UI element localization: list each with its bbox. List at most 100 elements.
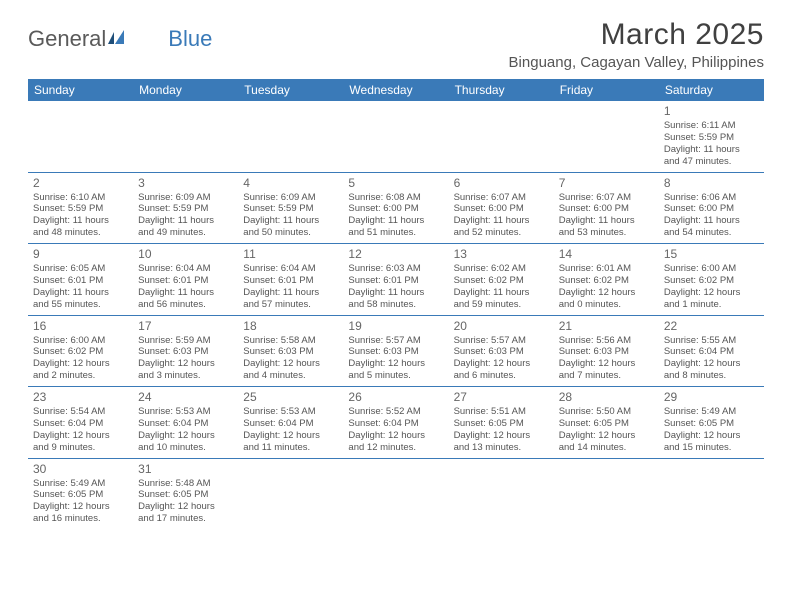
sunrise-text: Sunrise: 5:57 AM (454, 335, 549, 347)
sunrise-text: Sunrise: 6:10 AM (33, 192, 128, 204)
day-number: 20 (454, 319, 549, 334)
daylight-text: and 48 minutes. (33, 227, 128, 239)
sunrise-text: Sunrise: 6:08 AM (348, 192, 443, 204)
logo: General Blue (28, 18, 212, 52)
day-number: 21 (559, 319, 654, 334)
dayheader-sun: Sunday (28, 79, 133, 101)
daylight-text: and 14 minutes. (559, 442, 654, 454)
daylight-text: and 15 minutes. (664, 442, 759, 454)
daylight-text: and 57 minutes. (243, 299, 338, 311)
daylight-text: Daylight: 12 hours (454, 430, 549, 442)
sunset-text: Sunset: 6:01 PM (33, 275, 128, 287)
week-row: 16Sunrise: 6:00 AMSunset: 6:02 PMDayligh… (28, 316, 764, 388)
sunrise-text: Sunrise: 5:53 AM (243, 406, 338, 418)
daylight-text: and 49 minutes. (138, 227, 233, 239)
daylight-text: and 1 minute. (664, 299, 759, 311)
sunset-text: Sunset: 5:59 PM (138, 203, 233, 215)
day-cell: 31Sunrise: 5:48 AMSunset: 6:05 PMDayligh… (133, 459, 238, 530)
sunrise-text: Sunrise: 5:59 AM (138, 335, 233, 347)
sunset-text: Sunset: 6:02 PM (454, 275, 549, 287)
week-row: 1Sunrise: 6:11 AMSunset: 5:59 PMDaylight… (28, 101, 764, 173)
sunrise-text: Sunrise: 6:02 AM (454, 263, 549, 275)
day-cell: 12Sunrise: 6:03 AMSunset: 6:01 PMDayligh… (343, 244, 448, 315)
sunset-text: Sunset: 6:05 PM (454, 418, 549, 430)
day-number: 3 (138, 176, 233, 191)
day-cell: 11Sunrise: 6:04 AMSunset: 6:01 PMDayligh… (238, 244, 343, 315)
empty-cell (659, 459, 764, 530)
sunrise-text: Sunrise: 5:55 AM (664, 335, 759, 347)
daylight-text: Daylight: 12 hours (33, 430, 128, 442)
week-row: 9Sunrise: 6:05 AMSunset: 6:01 PMDaylight… (28, 244, 764, 316)
dayheader-wed: Wednesday (343, 79, 448, 101)
day-number: 12 (348, 247, 443, 262)
daylight-text: Daylight: 11 hours (454, 215, 549, 227)
day-number: 5 (348, 176, 443, 191)
daylight-text: and 16 minutes. (33, 513, 128, 525)
daylight-text: Daylight: 11 hours (138, 287, 233, 299)
day-number: 10 (138, 247, 233, 262)
empty-cell (28, 101, 133, 172)
sunset-text: Sunset: 6:03 PM (243, 346, 338, 358)
empty-cell (343, 459, 448, 530)
day-cell: 7Sunrise: 6:07 AMSunset: 6:00 PMDaylight… (554, 173, 659, 244)
sunset-text: Sunset: 5:59 PM (664, 132, 759, 144)
daylight-text: Daylight: 11 hours (559, 215, 654, 227)
week-row: 2Sunrise: 6:10 AMSunset: 5:59 PMDaylight… (28, 173, 764, 245)
sunset-text: Sunset: 6:04 PM (33, 418, 128, 430)
day-cell: 5Sunrise: 6:08 AMSunset: 6:00 PMDaylight… (343, 173, 448, 244)
day-cell: 17Sunrise: 5:59 AMSunset: 6:03 PMDayligh… (133, 316, 238, 387)
daylight-text: and 10 minutes. (138, 442, 233, 454)
day-number: 2 (33, 176, 128, 191)
sunrise-text: Sunrise: 6:09 AM (243, 192, 338, 204)
sunrise-text: Sunrise: 6:00 AM (33, 335, 128, 347)
day-cell: 2Sunrise: 6:10 AMSunset: 5:59 PMDaylight… (28, 173, 133, 244)
dayheader-thu: Thursday (449, 79, 554, 101)
daylight-text: Daylight: 11 hours (664, 144, 759, 156)
daylight-text: Daylight: 12 hours (664, 287, 759, 299)
day-number: 31 (138, 462, 233, 477)
day-number: 1 (664, 104, 759, 119)
empty-cell (449, 459, 554, 530)
sunrise-text: Sunrise: 5:58 AM (243, 335, 338, 347)
sunrise-text: Sunrise: 5:57 AM (348, 335, 443, 347)
daylight-text: and 17 minutes. (138, 513, 233, 525)
daylight-text: Daylight: 11 hours (454, 287, 549, 299)
day-number: 11 (243, 247, 338, 262)
daylight-text: and 59 minutes. (454, 299, 549, 311)
calendar-page: General Blue March 2025 Binguang, Cagaya… (0, 0, 792, 539)
daylight-text: Daylight: 12 hours (559, 287, 654, 299)
sunrise-text: Sunrise: 5:51 AM (454, 406, 549, 418)
sunrise-text: Sunrise: 6:06 AM (664, 192, 759, 204)
day-cell: 22Sunrise: 5:55 AMSunset: 6:04 PMDayligh… (659, 316, 764, 387)
sunrise-text: Sunrise: 5:52 AM (348, 406, 443, 418)
daylight-text: Daylight: 12 hours (138, 501, 233, 513)
daylight-text: Daylight: 12 hours (348, 430, 443, 442)
sunset-text: Sunset: 6:03 PM (559, 346, 654, 358)
daylight-text: and 51 minutes. (348, 227, 443, 239)
day-number: 28 (559, 390, 654, 405)
day-number: 9 (33, 247, 128, 262)
daylight-text: and 5 minutes. (348, 370, 443, 382)
daylight-text: and 47 minutes. (664, 156, 759, 168)
sunset-text: Sunset: 5:59 PM (33, 203, 128, 215)
sunset-text: Sunset: 6:02 PM (33, 346, 128, 358)
day-cell: 4Sunrise: 6:09 AMSunset: 5:59 PMDaylight… (238, 173, 343, 244)
daylight-text: Daylight: 11 hours (33, 287, 128, 299)
sunrise-text: Sunrise: 5:54 AM (33, 406, 128, 418)
day-cell: 29Sunrise: 5:49 AMSunset: 6:05 PMDayligh… (659, 387, 764, 458)
day-number: 13 (454, 247, 549, 262)
dayheader-sat: Saturday (659, 79, 764, 101)
day-cell: 20Sunrise: 5:57 AMSunset: 6:03 PMDayligh… (449, 316, 554, 387)
day-number: 19 (348, 319, 443, 334)
daylight-text: and 54 minutes. (664, 227, 759, 239)
day-number: 18 (243, 319, 338, 334)
logo-text-blue: Blue (168, 26, 212, 52)
day-cell: 18Sunrise: 5:58 AMSunset: 6:03 PMDayligh… (238, 316, 343, 387)
day-number: 26 (348, 390, 443, 405)
daylight-text: and 0 minutes. (559, 299, 654, 311)
day-number: 8 (664, 176, 759, 191)
daylight-text: and 3 minutes. (138, 370, 233, 382)
calendar-grid: Sunday Monday Tuesday Wednesday Thursday… (28, 79, 764, 529)
day-cell: 24Sunrise: 5:53 AMSunset: 6:04 PMDayligh… (133, 387, 238, 458)
sunset-text: Sunset: 6:03 PM (454, 346, 549, 358)
